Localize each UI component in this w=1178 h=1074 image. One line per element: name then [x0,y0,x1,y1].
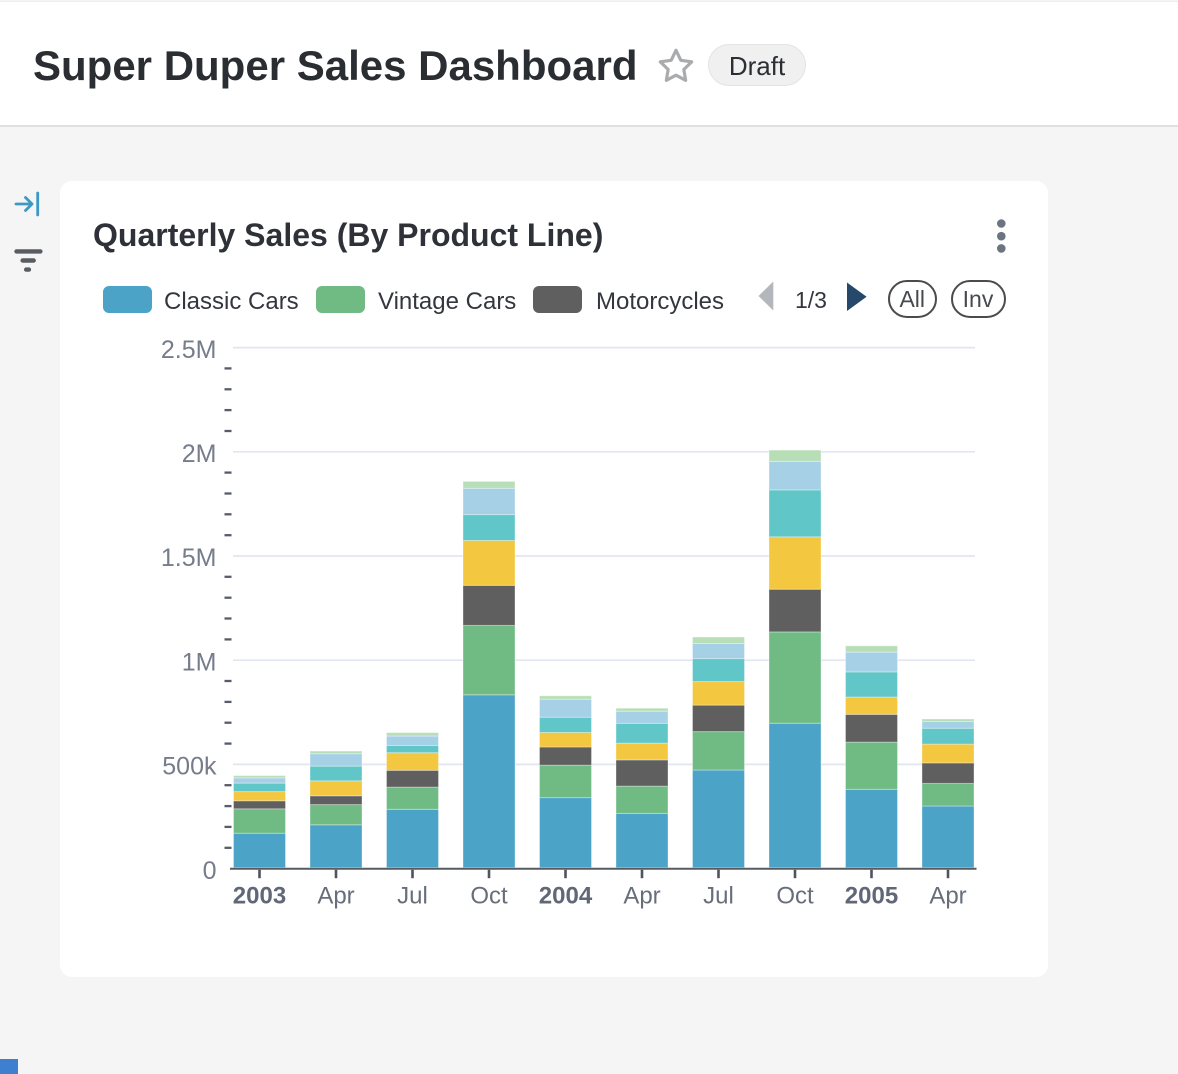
svg-text:2004: 2004 [539,883,593,910]
svg-text:Oct: Oct [470,883,508,910]
svg-text:0: 0 [203,857,217,885]
svg-text:500k: 500k [162,753,217,781]
svg-text:2003: 2003 [233,883,286,910]
svg-text:Apr: Apr [929,883,966,910]
svg-text:2M: 2M [182,440,217,468]
svg-text:Jul: Jul [703,883,734,910]
svg-text:Apr: Apr [623,883,660,910]
svg-text:1M: 1M [182,648,217,676]
svg-text:Jul: Jul [397,883,428,910]
svg-text:Apr: Apr [317,883,354,910]
svg-text:Oct: Oct [776,883,814,910]
svg-text:2.5M: 2.5M [161,336,217,364]
svg-text:1.5M: 1.5M [161,544,217,572]
svg-text:2005: 2005 [845,883,898,910]
